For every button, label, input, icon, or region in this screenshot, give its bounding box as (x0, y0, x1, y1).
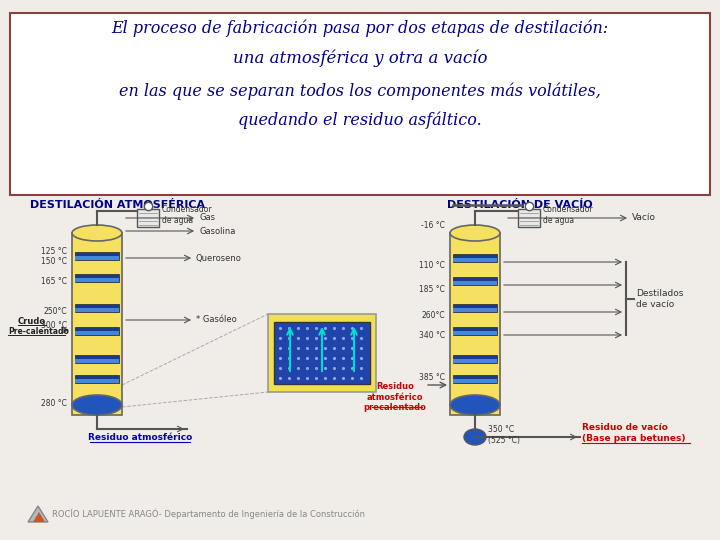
Text: 280 °C: 280 °C (41, 400, 67, 408)
Bar (268, 314, 376, 392)
Bar (137, 209, 159, 227)
Text: 340 °C: 340 °C (419, 332, 445, 341)
Text: Residuo
atmosférico
precalentado: Residuo atmosférico precalentado (364, 382, 426, 412)
Text: Queroseno: Queroseno (196, 253, 242, 262)
Bar (453, 359, 497, 363)
Text: Residuo de vacío
(Base para betunes): Residuo de vacío (Base para betunes) (582, 423, 685, 443)
Text: DESTILACIÓN DE VACÍO: DESTILACIÓN DE VACÍO (447, 200, 593, 210)
Bar (453, 304, 497, 312)
Bar (453, 277, 497, 285)
Text: 110 °C: 110 °C (419, 260, 445, 269)
Bar (75, 359, 119, 363)
Bar (453, 281, 497, 285)
Text: Condensador
de agua: Condensador de agua (543, 205, 593, 225)
Polygon shape (33, 512, 45, 522)
Polygon shape (28, 506, 48, 522)
Text: Gas: Gas (199, 213, 215, 222)
Bar (72, 233, 122, 415)
Text: 125 °C: 125 °C (41, 247, 67, 256)
Text: 150 °C: 150 °C (41, 256, 67, 266)
Text: Vacío: Vacío (632, 213, 656, 222)
Text: Destilados
de vacío: Destilados de vacío (636, 289, 683, 309)
Text: en las que se separan todos los componentes más volátiles,: en las que se separan todos los componen… (119, 82, 601, 100)
Text: 185 °C: 185 °C (419, 286, 445, 294)
Bar (75, 256, 119, 260)
Text: El proceso de fabricación pasa por dos etapas de destilación:: El proceso de fabricación pasa por dos e… (112, 19, 608, 37)
Bar (453, 355, 497, 363)
Bar (75, 327, 119, 335)
Bar (453, 308, 497, 312)
Bar (75, 308, 119, 312)
Text: Condensador
de agua: Condensador de agua (162, 205, 212, 225)
Text: ROCÍO LAPUENTE ARAGÓ- Departamento de Ingeniería de la Construcción: ROCÍO LAPUENTE ARAGÓ- Departamento de In… (52, 509, 365, 519)
Bar (75, 274, 119, 282)
Bar (75, 355, 119, 363)
Bar (75, 375, 119, 383)
Text: 250°C: 250°C (43, 307, 67, 316)
Bar (75, 331, 119, 335)
Bar (453, 331, 497, 335)
Ellipse shape (450, 225, 500, 241)
Bar (450, 233, 500, 415)
Text: * Gasóleo: * Gasóleo (196, 315, 237, 325)
Bar (75, 278, 119, 282)
Bar (453, 254, 497, 262)
Bar (75, 379, 119, 383)
Text: 350 °C
(525 °C): 350 °C (525 °C) (488, 426, 520, 445)
Text: 300 °C: 300 °C (41, 321, 67, 329)
Text: Pre-calentado: Pre-calentado (8, 327, 69, 336)
Bar (453, 327, 497, 335)
Text: una atmosférica y otra a vacío: una atmosférica y otra a vacío (233, 49, 487, 67)
Bar (518, 209, 540, 227)
Ellipse shape (450, 395, 500, 415)
Bar (75, 304, 119, 312)
Bar (274, 322, 370, 384)
Ellipse shape (464, 429, 486, 445)
Text: DESTILACIÓN ATMOSFÉRICA: DESTILACIÓN ATMOSFÉRICA (30, 200, 206, 210)
Text: quedando el residuo asfáltico.: quedando el residuo asfáltico. (238, 111, 482, 129)
Text: 385 °C: 385 °C (419, 373, 445, 381)
Bar (453, 375, 497, 383)
Ellipse shape (72, 225, 122, 241)
Bar (453, 379, 497, 383)
Ellipse shape (72, 395, 122, 415)
FancyBboxPatch shape (10, 13, 710, 195)
Text: 260°C: 260°C (421, 312, 445, 321)
Text: Gasolina: Gasolina (199, 226, 235, 235)
Bar (453, 258, 497, 262)
Text: Residuo atmosférico: Residuo atmosférico (88, 434, 192, 442)
Text: -16 °C: -16 °C (421, 220, 445, 230)
Text: Crudo: Crudo (18, 318, 46, 327)
Bar (75, 252, 119, 260)
Text: 165 °C: 165 °C (41, 278, 67, 287)
